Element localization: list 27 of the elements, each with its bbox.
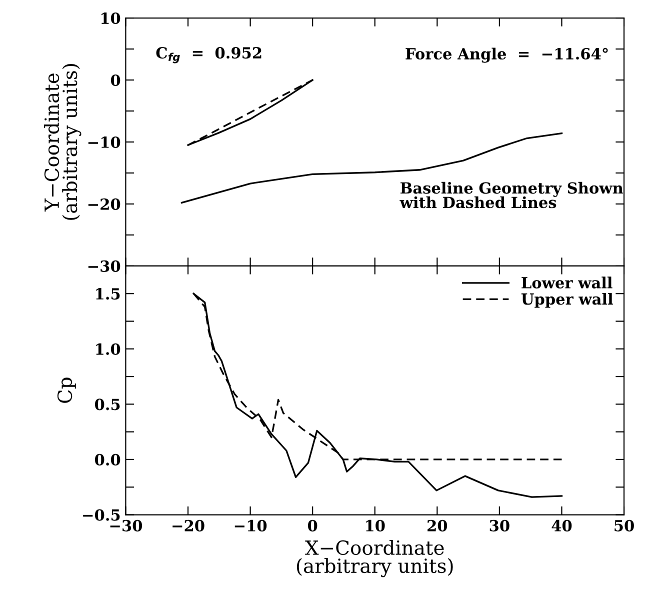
y-axis-title: Y−Coordinate (arbitrary units) (44, 64, 82, 220)
y-tick-label: −0.5 (83, 509, 120, 521)
legend-label: Lower wall (522, 276, 612, 288)
annotation: Force Angle = −11.64° (406, 48, 608, 63)
x-tick-label: 50 (614, 520, 634, 532)
y-tick-label: −10 (88, 136, 120, 148)
y-tick-label: −30 (88, 260, 120, 272)
x-axis-title: X−Coordinate (arbitrary units) (296, 540, 453, 578)
y-tick-label: 0 (110, 74, 120, 86)
y-axis-title: Cp (57, 378, 76, 403)
x-tick-label: 40 (552, 520, 572, 532)
text: C$_{fg}$ = 0.952 (156, 47, 262, 64)
y-tick-label: −20 (88, 198, 120, 210)
x-tick-label: 20 (428, 520, 448, 532)
x-tick-label: 30 (490, 520, 510, 532)
legend-label: Upper wall (521, 292, 613, 308)
x-tick-label: 0 (308, 520, 318, 532)
y-tick-label: 1.0 (96, 343, 120, 355)
y-tick-label: 0.0 (94, 454, 120, 466)
x-tick-label: −20 (172, 520, 204, 532)
y-tick-label: 10 (101, 12, 120, 24)
x-tick-label: −10 (234, 520, 267, 532)
y-tick-label: 0.5 (94, 398, 120, 410)
x-tick-label: 10 (366, 520, 385, 532)
annotation: Baseline Geometry Shown with Dashed Lines (400, 182, 624, 208)
x-tick-label: −30 (110, 520, 142, 532)
y-tick-label: 1.5 (96, 288, 120, 300)
